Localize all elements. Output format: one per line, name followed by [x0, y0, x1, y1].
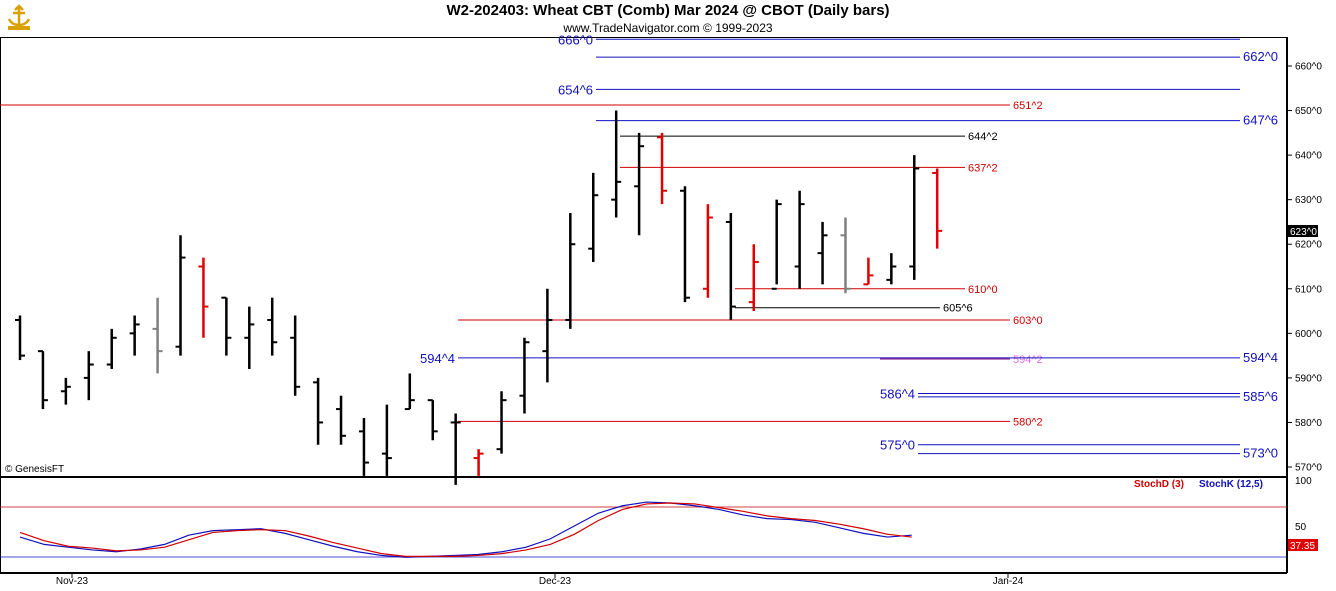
- level-label: 575^0: [880, 438, 915, 453]
- level-label: 594^4: [420, 351, 455, 366]
- level-label: 580^2: [1013, 416, 1043, 428]
- date-axis: Nov-23 Dec-23 Jan-24: [56, 573, 1024, 587]
- ohlc-bar: [404, 373, 415, 411]
- stochastic-lines: 100 50: [0, 476, 1312, 558]
- ohlc-bar: [725, 213, 736, 320]
- chart-subtitle: www.TradeNavigator.com © 1999-2023: [563, 21, 773, 35]
- level-label: 573^0: [1243, 446, 1278, 461]
- ohlc-bar: [771, 199, 782, 290]
- ohlc-bar: [565, 213, 576, 329]
- ohlc-bar: [886, 253, 897, 285]
- last-price-label: 623^0: [1290, 227, 1317, 238]
- ohlc-bar: [679, 186, 690, 303]
- stoch-d-legend: StochD (3): [1134, 479, 1184, 490]
- ohlc-bar: [15, 315, 25, 361]
- genesis-logo-icon: [7, 4, 31, 30]
- ohlc-bar: [702, 204, 713, 298]
- level-label: 647^6: [1243, 113, 1278, 128]
- stoch-last-badge: [1288, 539, 1318, 551]
- level-label: 586^4: [880, 386, 915, 401]
- y-tick-label: 580^0: [1295, 418, 1322, 429]
- level-label: 610^0: [968, 284, 998, 296]
- ohlc-bar: [313, 377, 324, 445]
- ohlc-bar: [450, 413, 461, 485]
- ohlc-bar: [129, 315, 140, 356]
- y-tick-label: 650^0: [1295, 106, 1322, 117]
- stoch-tick-label: 50: [1295, 522, 1307, 533]
- ohlc-bar: [60, 377, 71, 405]
- ohlc-bar: [381, 404, 392, 476]
- level-label: 594^2: [1013, 354, 1043, 366]
- ohlc-bar: [588, 172, 599, 263]
- ohlc-bar: [542, 288, 553, 383]
- ohlc-bar: [358, 417, 369, 476]
- ohlc-bar: [336, 395, 347, 445]
- ohlc-bar: [152, 297, 163, 374]
- price-axis-ticks: 570^0 580^0 590^0 600^0 610^0 620^0 630^0 640^0…: [1287, 62, 1322, 474]
- stoch-tick-label: 100: [1295, 476, 1312, 487]
- ohlc-bar: [221, 296, 232, 356]
- x-tick-label: Dec-23: [539, 576, 572, 587]
- ohlc-bar: [657, 132, 668, 205]
- ohlc-bar: [106, 328, 117, 369]
- ohlc-bar: [290, 315, 301, 396]
- level-label: 594^4: [1243, 350, 1278, 365]
- level-lines: 666^0 662^0 654^6 651^2 647^6 644^2 637^2 610^0…: [0, 32, 1278, 461]
- y-tick-label: 610^0: [1295, 284, 1322, 295]
- ohlc-bar: [519, 337, 530, 414]
- ohlc-bar: [909, 155, 920, 280]
- ohlc-bar: [863, 257, 874, 286]
- chart-header: W2-202403: Wheat CBT (Comb) Mar 2024 @ C…: [0, 0, 1336, 37]
- ohlc-bar: [840, 217, 851, 294]
- ohlc-bar: [244, 306, 255, 369]
- y-tick-label: 600^0: [1295, 329, 1322, 340]
- level-label: 662^0: [1243, 49, 1278, 64]
- stoch-pane: [0, 477, 1287, 573]
- ohlc-bar: [267, 297, 278, 356]
- last-price-badge: [1288, 225, 1318, 237]
- level-label: 644^2: [968, 131, 998, 143]
- chart-title: W2-202403: Wheat CBT (Comb) Mar 2024 @ C…: [446, 2, 890, 19]
- ohlc-bar: [473, 449, 484, 476]
- y-tick-label: 570^0: [1295, 463, 1322, 474]
- y-tick-label: 590^0: [1295, 373, 1322, 384]
- y-tick-label: 640^0: [1295, 151, 1322, 162]
- level-label: 654^6: [558, 82, 593, 97]
- level-label: 651^2: [1013, 100, 1043, 112]
- ohlc-bar: [427, 399, 438, 441]
- price-bars: [15, 110, 943, 485]
- ohlc-bar: [37, 350, 48, 410]
- ohlc-bar: [794, 190, 805, 289]
- stoch-k-legend: StochK (12,5): [1199, 479, 1263, 490]
- stoch-series-line: [19, 502, 912, 557]
- ohlc-bar: [748, 244, 759, 312]
- ohlc-bar: [496, 391, 507, 454]
- ohlc-bar: [634, 132, 645, 236]
- copyright-label: © GenesisFT: [5, 464, 64, 475]
- level-label: 605^6: [943, 303, 973, 315]
- ohlc-bar: [175, 235, 186, 356]
- x-tick-label: Nov-23: [56, 576, 89, 587]
- stoch-last-label: 37.35: [1290, 541, 1315, 552]
- y-tick-label: 620^0: [1295, 240, 1322, 251]
- level-label: 603^0: [1013, 315, 1043, 327]
- ohlc-bar: [817, 221, 828, 285]
- level-label: 637^2: [968, 162, 998, 174]
- price-pane: [0, 37, 1287, 477]
- ohlc-bar: [83, 351, 94, 401]
- level-label: 585^6: [1243, 389, 1278, 404]
- y-tick-label: 630^0: [1295, 195, 1322, 206]
- stoch-series-line: [19, 501, 912, 558]
- ohlc-bar: [611, 110, 622, 218]
- ohlc-bar: [198, 257, 209, 338]
- y-tick-label: 660^0: [1295, 62, 1322, 73]
- x-tick-label: Jan-24: [993, 576, 1024, 587]
- ohlc-bar: [932, 168, 943, 249]
- level-label: 666^0: [558, 32, 593, 47]
